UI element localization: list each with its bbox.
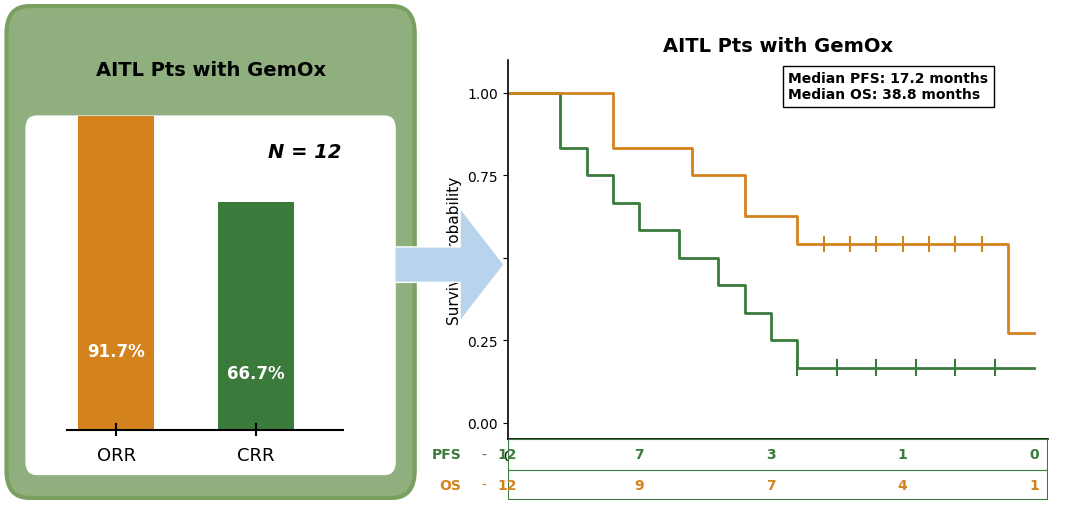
Text: 1: 1 <box>1029 478 1039 492</box>
Text: CRR: CRR <box>238 446 274 464</box>
Text: 9: 9 <box>634 478 644 492</box>
Title: AITL Pts with GemOx: AITL Pts with GemOx <box>662 37 893 56</box>
Text: 4: 4 <box>897 478 907 492</box>
Polygon shape <box>395 209 504 322</box>
Text: PFS: PFS <box>432 447 461 462</box>
Text: Median PFS: 17.2 months
Median OS: 38.8 months: Median PFS: 17.2 months Median OS: 38.8 … <box>788 72 988 102</box>
Text: ORR: ORR <box>96 446 136 464</box>
Text: 12: 12 <box>498 478 517 492</box>
Y-axis label: Survival probability: Survival probability <box>446 176 461 324</box>
Text: 91.7%: 91.7% <box>87 342 145 361</box>
Text: 7: 7 <box>766 478 775 492</box>
Text: 7: 7 <box>634 447 644 462</box>
Text: 12: 12 <box>498 447 517 462</box>
Text: 3: 3 <box>766 447 775 462</box>
Text: 66.7%: 66.7% <box>227 364 285 382</box>
Bar <box>218 203 294 430</box>
Text: 0: 0 <box>1029 447 1039 462</box>
Text: -: - <box>482 478 486 492</box>
X-axis label: Follow-up (months): Follow-up (months) <box>704 469 851 484</box>
FancyBboxPatch shape <box>26 116 395 475</box>
Text: 1: 1 <box>897 447 907 462</box>
Text: OS: OS <box>440 478 461 492</box>
Text: N = 12: N = 12 <box>268 143 342 162</box>
Text: -: - <box>482 447 486 462</box>
FancyBboxPatch shape <box>6 7 415 498</box>
Text: AITL Pts with GemOx: AITL Pts with GemOx <box>95 61 326 80</box>
Bar <box>79 117 154 430</box>
